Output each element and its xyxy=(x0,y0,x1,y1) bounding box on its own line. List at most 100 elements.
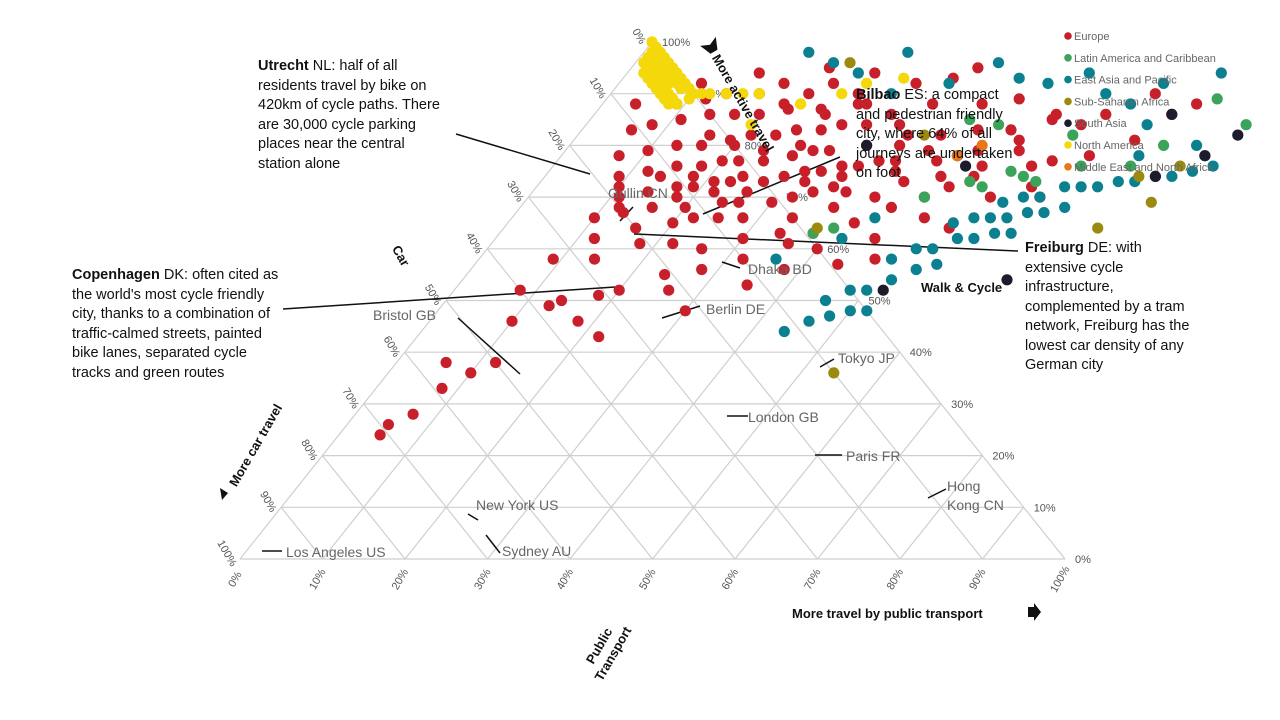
data-point xyxy=(931,155,943,167)
data-point xyxy=(844,305,856,317)
data-point xyxy=(1067,129,1079,141)
data-points xyxy=(374,36,1252,441)
data-point xyxy=(976,139,988,151)
legend-swatch xyxy=(1064,54,1072,62)
data-point xyxy=(753,88,765,100)
data-point xyxy=(696,160,708,172)
data-point xyxy=(976,160,988,172)
pt-tick-label: 70% xyxy=(802,567,824,592)
data-point xyxy=(1158,139,1170,151)
data-point xyxy=(1166,170,1178,182)
data-point xyxy=(1075,160,1087,172)
legend-swatch xyxy=(1064,75,1072,84)
data-point xyxy=(786,191,799,203)
legend-swatch xyxy=(1064,141,1072,149)
data-point xyxy=(506,315,518,327)
data-point xyxy=(766,196,778,208)
data-point xyxy=(440,356,452,369)
data-point xyxy=(741,279,753,291)
data-point xyxy=(733,155,745,167)
data-point xyxy=(737,170,749,182)
data-point xyxy=(1100,88,1112,100)
data-point xyxy=(840,186,852,198)
data-point xyxy=(543,300,555,312)
data-point xyxy=(465,367,477,379)
data-point xyxy=(704,129,716,141)
grid-line-pt xyxy=(817,403,942,560)
data-point xyxy=(898,72,910,84)
data-point xyxy=(724,176,737,188)
data-point xyxy=(778,170,790,182)
data-point xyxy=(737,212,749,224)
data-point xyxy=(795,98,807,110)
walk-tick-label: 60% xyxy=(827,244,849,256)
data-point xyxy=(778,98,790,110)
data-point xyxy=(951,232,964,245)
data-point xyxy=(716,196,728,208)
data-point xyxy=(770,253,782,265)
note-bilbao: Bilbao ES: a compact and pedestrian frie… xyxy=(856,87,1013,181)
data-point xyxy=(593,331,605,343)
data-point xyxy=(778,325,790,338)
data-point xyxy=(667,238,679,250)
legend-label: North America xyxy=(1074,140,1145,152)
data-point xyxy=(989,227,1001,239)
data-point xyxy=(1005,124,1017,136)
leader-line xyxy=(721,261,741,269)
data-point xyxy=(861,139,873,151)
data-point xyxy=(1207,160,1219,172)
data-point xyxy=(671,191,683,203)
data-point xyxy=(737,232,749,245)
pt-tick-label: 60% xyxy=(720,567,742,592)
data-point xyxy=(757,145,770,157)
data-point xyxy=(1133,150,1145,162)
grid-line-car xyxy=(527,196,818,560)
data-point xyxy=(695,77,708,89)
data-point xyxy=(1215,67,1227,79)
arrow-down-left-icon xyxy=(220,488,228,500)
data-point xyxy=(659,269,671,281)
data-point xyxy=(860,77,873,89)
data-point xyxy=(927,243,939,255)
data-point xyxy=(1100,108,1112,120)
data-point xyxy=(984,191,997,203)
data-point xyxy=(836,119,848,131)
data-point xyxy=(968,232,980,245)
data-point xyxy=(675,82,687,95)
data-point xyxy=(708,176,720,188)
data-point xyxy=(922,145,935,157)
data-point xyxy=(757,176,770,188)
car-tick-label: 90% xyxy=(257,489,279,514)
data-point xyxy=(976,181,988,193)
data-point xyxy=(993,119,1005,131)
legend-swatch xyxy=(1064,97,1072,106)
data-point xyxy=(799,176,811,188)
data-point xyxy=(1026,160,1038,172)
data-point xyxy=(679,305,691,317)
data-point xyxy=(889,165,902,177)
data-point xyxy=(918,129,930,141)
data-point xyxy=(1050,108,1062,120)
data-point xyxy=(1005,165,1017,177)
grid-line-car xyxy=(321,455,406,560)
grid-line-pt xyxy=(899,455,983,560)
data-point xyxy=(753,108,765,120)
data-point xyxy=(514,284,526,296)
grid-line-car xyxy=(280,506,323,560)
data-point xyxy=(782,238,794,250)
grid-line-car xyxy=(445,300,653,560)
data-point xyxy=(790,124,803,136)
svg-text:PublicTransport: PublicTransport xyxy=(578,615,635,683)
data-point xyxy=(894,119,906,131)
data-point xyxy=(1017,191,1029,203)
data-point xyxy=(827,57,840,69)
city-label: London GB xyxy=(748,409,819,425)
data-point xyxy=(1075,119,1087,131)
car-tick-label: 80% xyxy=(298,438,320,463)
data-point xyxy=(1232,129,1244,141)
car-tick-label: 50% xyxy=(422,282,444,307)
data-point xyxy=(828,181,840,193)
data-point xyxy=(646,119,658,131)
city-label: Tokyo JP xyxy=(838,350,895,366)
